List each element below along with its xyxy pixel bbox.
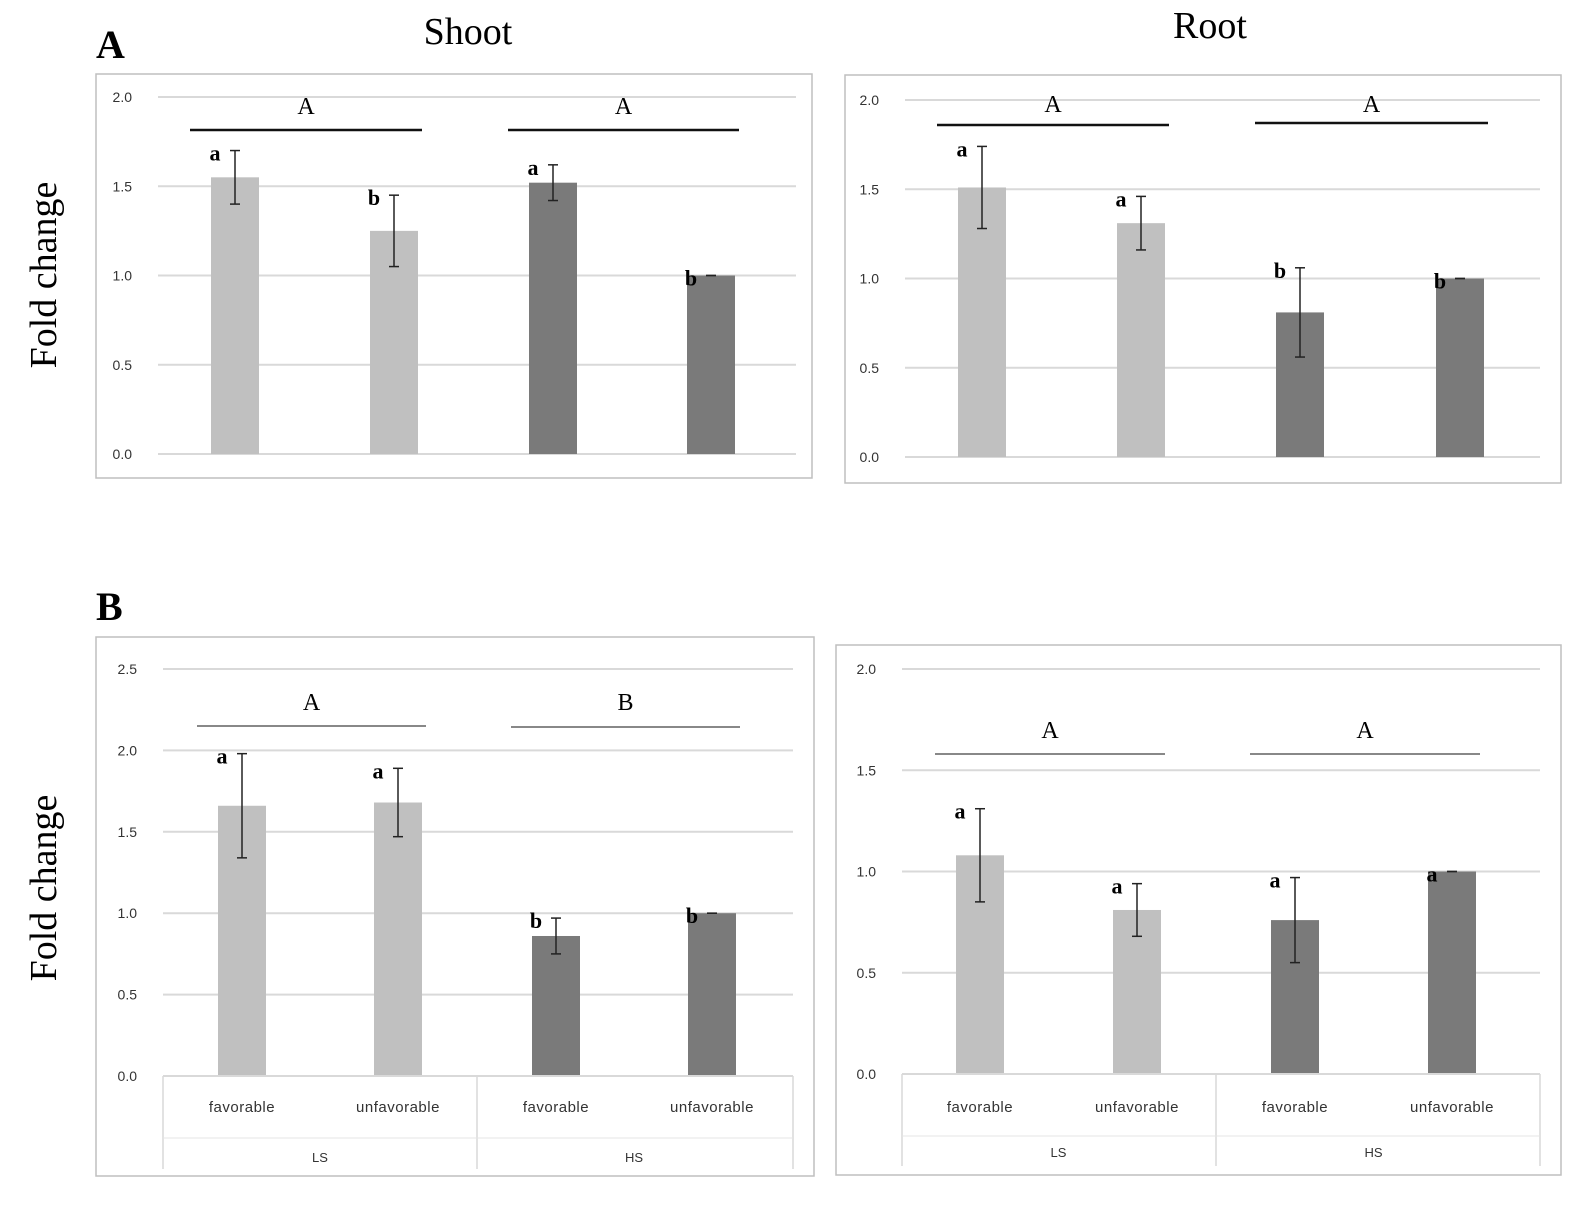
- panel-label-b: B: [96, 584, 123, 629]
- y-tick-label: 1.5: [857, 762, 877, 778]
- significance-letter: a: [1112, 874, 1123, 899]
- significance-letter: b: [686, 903, 698, 928]
- bar: [1436, 278, 1484, 457]
- bar: [958, 187, 1006, 457]
- y-tick-label: 1.5: [113, 178, 133, 194]
- significance-letter: a: [217, 744, 228, 769]
- y-tick-label: 0.0: [113, 446, 133, 462]
- bar: [211, 177, 259, 454]
- ylabel-panel-b: Fold change: [23, 795, 65, 982]
- y-tick-label: 0.5: [118, 987, 138, 1003]
- panel-label-a: A: [96, 22, 125, 67]
- y-tick-label: 2.5: [118, 661, 138, 677]
- x-category-label: unfavorable: [356, 1099, 440, 1116]
- x-category-label: favorable: [1262, 1099, 1328, 1116]
- significance-letter: a: [528, 155, 539, 180]
- significance-letter: b: [530, 908, 542, 933]
- significance-letter: a: [373, 758, 384, 783]
- x-outer-category-label: LS: [312, 1150, 328, 1165]
- x-category-label: favorable: [947, 1099, 1013, 1116]
- ylabel-panel-a: Fold change: [23, 182, 65, 369]
- bar: [532, 935, 580, 1076]
- significance-letter: b: [1434, 269, 1446, 294]
- chart-a-shoot: 0.0 0.5 1.0 1.5 2.0 a b a b A A: [95, 73, 813, 479]
- x-outer-category-label: LS: [1051, 1145, 1067, 1160]
- y-tick-label: 2.0: [118, 742, 138, 758]
- y-tick-label: 1.0: [857, 864, 877, 880]
- bar: [370, 230, 418, 454]
- significance-letter: b: [685, 266, 697, 291]
- chart-frame: [95, 636, 815, 1177]
- y-tick-label: 0.5: [113, 357, 133, 373]
- significance-letter: b: [1274, 258, 1286, 283]
- group-letter: A: [303, 690, 321, 716]
- significance-letter: a: [1427, 862, 1438, 887]
- significance-letter: a: [210, 141, 221, 166]
- group-letter: A: [1363, 92, 1381, 118]
- significance-letter: b: [368, 185, 380, 210]
- y-tick-label: 2.0: [860, 92, 880, 108]
- bar: [1117, 223, 1165, 457]
- y-tick-label: 0.0: [857, 1066, 877, 1082]
- y-tick-label: 0.5: [857, 965, 877, 981]
- group-letter: A: [615, 94, 633, 120]
- y-tick-label: 1.5: [860, 181, 880, 197]
- x-category-label: unfavorable: [670, 1099, 754, 1116]
- y-tick-label: 1.0: [113, 268, 133, 284]
- group-letter: A: [1041, 718, 1059, 744]
- group-letter: A: [1044, 92, 1062, 118]
- y-tick-label: 1.0: [118, 905, 138, 921]
- x-category-label: unfavorable: [1095, 1099, 1179, 1116]
- x-category-label: unfavorable: [1410, 1099, 1494, 1116]
- bar: [1113, 909, 1161, 1074]
- y-tick-label: 1.5: [118, 824, 138, 840]
- y-tick-label: 0.0: [118, 1068, 138, 1084]
- significance-letter: a: [1270, 868, 1281, 893]
- bar: [687, 275, 735, 454]
- column-title-root: Root: [1173, 5, 1247, 47]
- group-letter: A: [1356, 718, 1374, 744]
- y-tick-label: 1.0: [860, 271, 880, 287]
- x-outer-category-label: HS: [1364, 1145, 1382, 1160]
- significance-letter: a: [955, 799, 966, 824]
- bar: [529, 182, 577, 454]
- x-outer-category-label: HS: [625, 1150, 643, 1165]
- column-title-shoot: Shoot: [424, 11, 513, 53]
- x-category-label: favorable: [209, 1099, 275, 1116]
- y-tick-label: 2.0: [857, 661, 877, 677]
- significance-letter: a: [957, 136, 968, 161]
- significance-letter: a: [1116, 186, 1127, 211]
- y-tick-label: 2.0: [113, 89, 133, 105]
- bar: [688, 913, 736, 1076]
- x-category-label: favorable: [523, 1099, 589, 1116]
- y-tick-label: 0.0: [860, 449, 880, 465]
- group-letter: B: [617, 690, 633, 716]
- charts-layer: 0.0 0.5 1.0 1.5 2.0 a b a b A A 0.0 0.5 1.0 1.5 2.0 a a b b…: [95, 73, 1562, 1177]
- bar: [374, 802, 422, 1076]
- group-letter: A: [297, 94, 315, 120]
- chart-a-root: 0.0 0.5 1.0 1.5 2.0 a a b b A A: [844, 74, 1562, 484]
- bar: [1428, 871, 1476, 1074]
- y-tick-label: 0.5: [860, 360, 880, 376]
